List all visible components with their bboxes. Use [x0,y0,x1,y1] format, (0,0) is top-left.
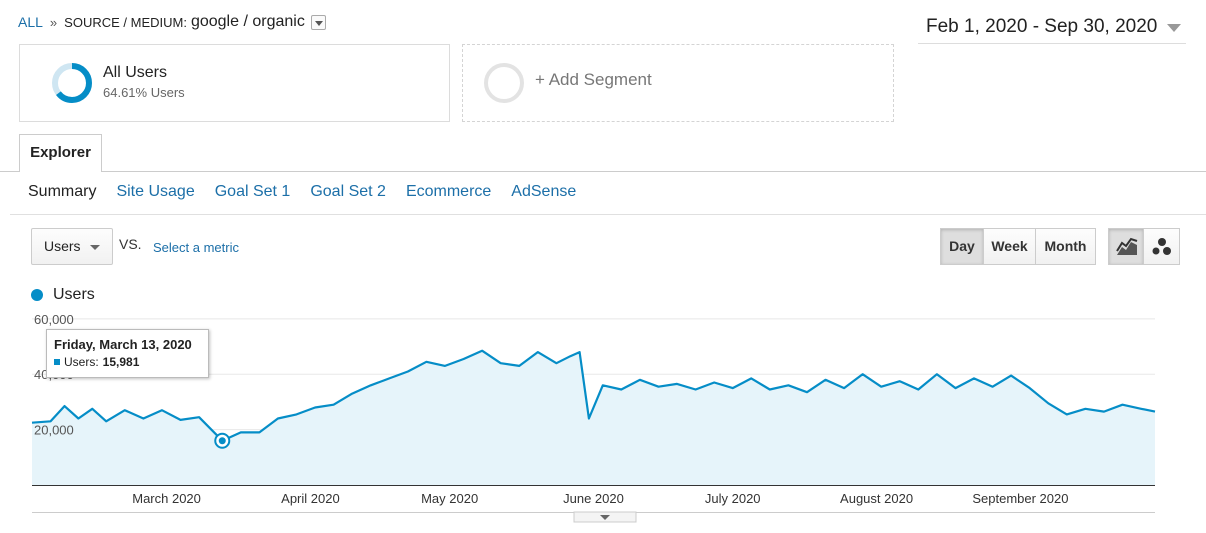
date-range-picker[interactable]: Feb 1, 2020 - Sep 30, 2020 [918,12,1186,44]
series-users-area [32,350,1155,485]
subtab-bar: Summary Site Usage Goal Set 1 Goal Set 2… [28,183,596,201]
x-tick-label-1: April 2020 [281,491,340,506]
motion-chart-icon [1152,238,1171,255]
x-tick-label-5: August 2020 [840,491,913,506]
x-tick-label-0: March 2020 [132,491,201,506]
motion-chart-button[interactable] [1144,228,1180,265]
dimension-label: SOURCE / MEDIUM: [64,14,187,30]
subtab-goal-set-2[interactable]: Goal Set 2 [310,183,386,200]
subtab-divider [10,214,1206,215]
month-button[interactable]: Month [1036,228,1096,265]
add-segment-button[interactable]: + Add Segment [462,44,894,122]
segment-name: All Users [103,64,168,81]
breadcrumb: ALL » SOURCE / MEDIUM: google / organic [18,13,326,31]
metric-select-caret-icon [90,245,100,250]
date-range-text: Feb 1, 2020 - Sep 30, 2020 [926,16,1158,37]
metric-select[interactable]: Users [31,228,113,265]
subtab-ecommerce[interactable]: Ecommerce [405,183,492,200]
dimension-value: google / organic [190,13,305,30]
tab-explorer[interactable]: Explorer [19,134,102,172]
chart-tooltip: Friday, March 13, 2020 Users: 15,981 [46,329,209,378]
breadcrumb-separator: » [49,14,58,30]
series-users-line [31,349,1156,442]
add-segment-ring-icon [484,63,524,103]
subtab-site-usage[interactable]: Site Usage [116,183,195,200]
segment-donut-icon [52,63,92,103]
tooltip-label: Users: [64,355,99,369]
line-chart-icon [1116,237,1138,255]
subtab-summary[interactable]: Summary [28,183,97,200]
chart-expand-caret-icon [600,515,610,520]
tab-divider [0,171,1206,172]
select-metric-link[interactable]: Select a metric [153,240,239,255]
add-segment-label: + Add Segment [535,70,652,89]
x-tick-label-2: May 2020 [421,491,478,506]
y-tick-label-2: 20,000 [34,423,74,438]
metric-select-value: Users [44,238,81,254]
segment-percent: 64.61% Users [103,85,185,100]
legend-users-label: Users [53,286,95,303]
breadcrumb-all-link[interactable]: ALL [18,14,43,30]
segment-all-users[interactable]: All Users 64.61% Users [19,44,450,122]
line-chart-button[interactable] [1108,228,1144,265]
x-tick-label-6: September 2020 [972,491,1068,506]
period-toggle: Day Week Month [940,228,1096,265]
vs-label: VS. [119,236,142,252]
y-tick-label-0: 60,000 [34,312,74,327]
chart-legend: Users [31,286,95,304]
tooltip-value: 15,981 [102,355,140,369]
day-button[interactable]: Day [940,228,984,265]
week-button[interactable]: Week [984,228,1036,265]
highlight-point [218,437,226,445]
tooltip-row: Users: 15,981 [54,355,208,369]
date-range-caret-icon [1167,24,1181,32]
tooltip-date: Friday, March 13, 2020 [54,337,192,352]
x-tick-label-4: July 2020 [705,491,761,506]
dimension-dropdown-icon[interactable] [310,14,326,30]
tooltip-series-swatch [54,359,60,365]
subtab-adsense[interactable]: AdSense [511,183,577,200]
x-tick-label-3: June 2020 [563,491,624,506]
chart-type-toggle [1108,228,1180,265]
subtab-goal-set-1[interactable]: Goal Set 1 [214,183,291,200]
legend-users-swatch [31,289,43,301]
